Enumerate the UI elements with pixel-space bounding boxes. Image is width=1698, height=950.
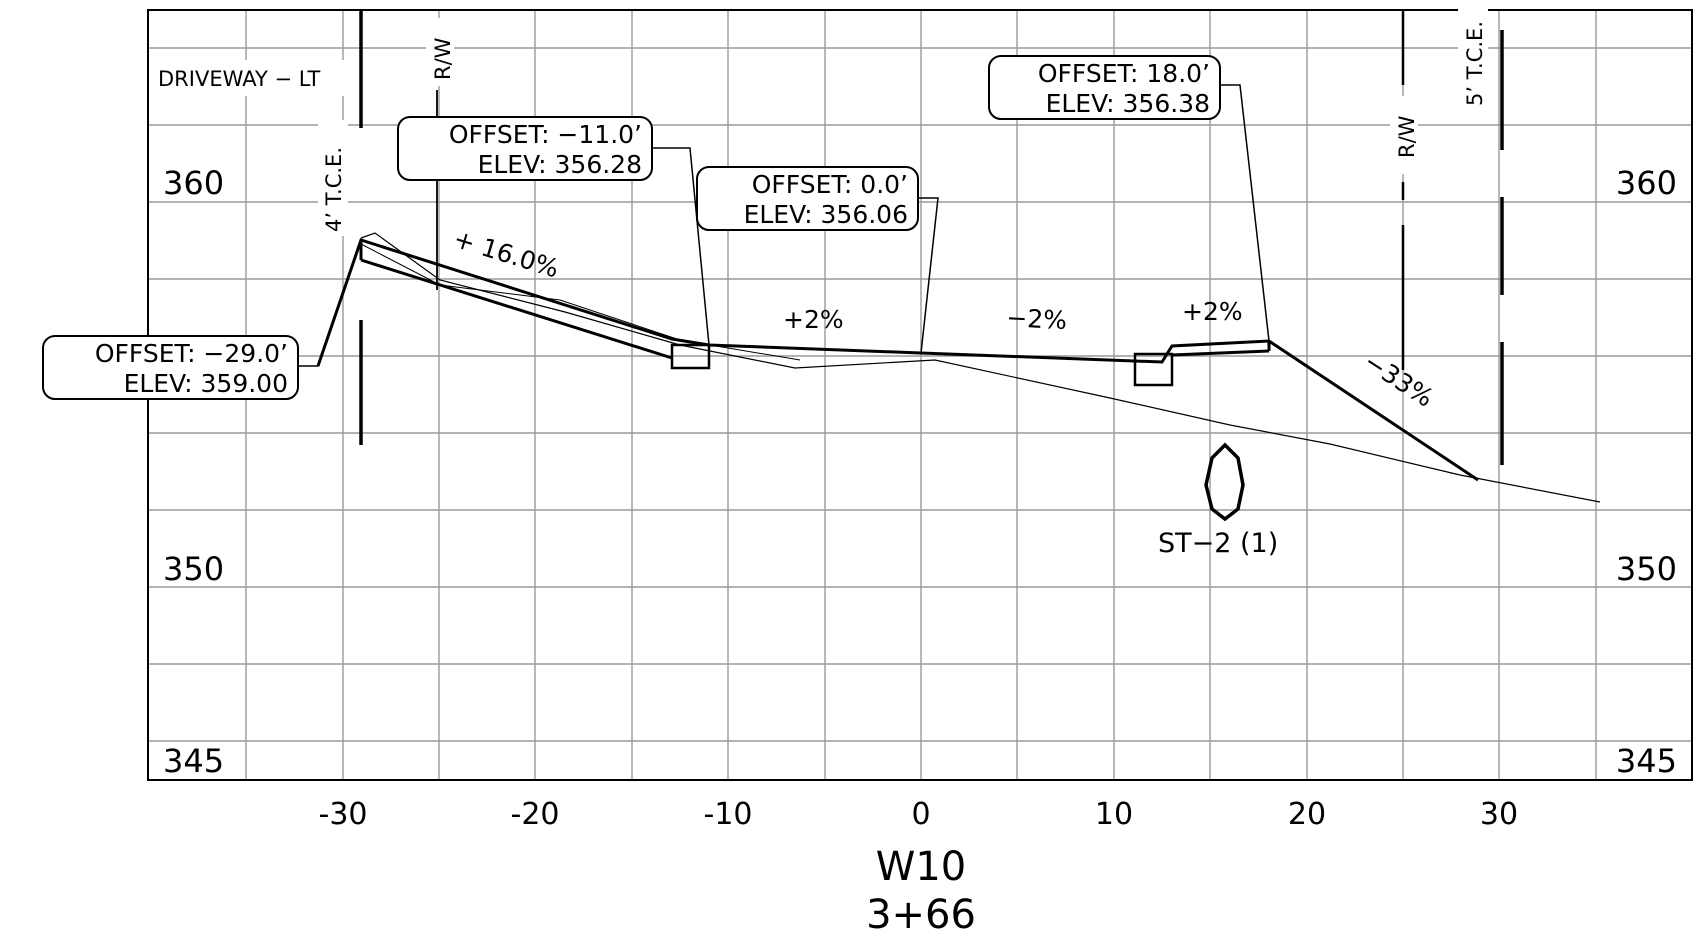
- alignment-title: W10: [876, 844, 966, 890]
- row-right-mask: [1390, 96, 1418, 174]
- callout-right-shoulder: OFFSET: 18.0’ ELEV: 356.38: [988, 55, 1221, 120]
- shoulder-bottom-line: [1171, 349, 1270, 357]
- row-left-mask: [426, 18, 454, 86]
- offset-label: 30: [1480, 797, 1518, 832]
- leader-line: [918, 197, 939, 354]
- offset-labels: -30 -20 -10 0 10 20 30: [319, 797, 1519, 832]
- offset-label: -20: [511, 797, 560, 832]
- callout-offset: OFFSET: −11.0’: [449, 120, 642, 149]
- driveway-note-mask: [150, 60, 350, 96]
- callout-elev: ELEV: 356.28: [478, 150, 642, 179]
- callout-box: [397, 116, 653, 181]
- row-label-left: R/W: [431, 37, 455, 80]
- grade-label-shoulder: +2%: [1182, 297, 1243, 326]
- leader-line: [1220, 84, 1270, 342]
- section-grid: [148, 10, 1692, 780]
- existing-ground-line: [360, 232, 1601, 503]
- offset-label: 20: [1288, 797, 1326, 832]
- grade-label-lane-left: +2%: [783, 305, 844, 334]
- callout-box: [696, 166, 919, 231]
- callout-offset: OFFSET: 18.0’: [1038, 59, 1210, 88]
- leader-line: [298, 239, 362, 367]
- proposed-grade-line: [316, 238, 1479, 482]
- offset-label: -10: [704, 797, 753, 832]
- callout-box: [42, 335, 299, 400]
- elev-label-right: 345: [1616, 742, 1677, 780]
- driveway-note: DRIVEWAY − LT: [158, 67, 321, 91]
- driveway-bottom-line: [360, 258, 673, 360]
- leader-line: [652, 147, 710, 346]
- row-tce-lines: [359, 10, 1504, 465]
- grade-label-lane-right: −2%: [1006, 303, 1068, 335]
- callout-box: [988, 55, 1221, 120]
- station-title: 3+66: [866, 892, 976, 938]
- callout-left-end: OFFSET: −29.0’ ELEV: 359.00: [42, 335, 299, 400]
- curb-right: [1133, 352, 1174, 387]
- elev-label-right: 360: [1616, 164, 1677, 202]
- elev-label-left: 360: [163, 164, 224, 202]
- tce-label-right: 5’ T.C.E.: [1463, 21, 1487, 106]
- offset-label: 0: [911, 797, 930, 832]
- curb-left: [670, 343, 711, 370]
- elev-label-right: 350: [1616, 550, 1677, 588]
- proposed-section: [316, 238, 1479, 482]
- callout-elev: ELEV: 356.38: [1046, 89, 1210, 118]
- tce-left-mask: [318, 120, 348, 236]
- elev-label-left: 345: [163, 742, 224, 780]
- structure-label: ST−2 (1): [1158, 528, 1278, 559]
- elev-label-left: 350: [163, 550, 224, 588]
- offset-label: 10: [1095, 797, 1133, 832]
- callout-offset: OFFSET: −29.0’: [95, 339, 288, 368]
- callout-elev: ELEV: 359.00: [124, 369, 288, 398]
- callout-offset: OFFSET: 0.0’: [752, 170, 908, 199]
- callout-leaders: [298, 84, 1270, 367]
- tce-right-mask: [1458, 8, 1488, 108]
- row-label-right: R/W: [1395, 115, 1419, 158]
- callout-elev: ELEV: 356.06: [744, 200, 908, 229]
- tce-label-left: 4’ T.C.E.: [322, 147, 346, 232]
- offset-label: -30: [319, 797, 368, 832]
- elevation-labels: 360 350 345 360 350 345: [163, 164, 1677, 780]
- structure-st2-shape: [1204, 442, 1245, 522]
- callout-centerline: OFFSET: 0.0’ ELEV: 356.06: [696, 166, 919, 231]
- callout-ditch: OFFSET: −11.0’ ELEV: 356.28: [397, 116, 653, 181]
